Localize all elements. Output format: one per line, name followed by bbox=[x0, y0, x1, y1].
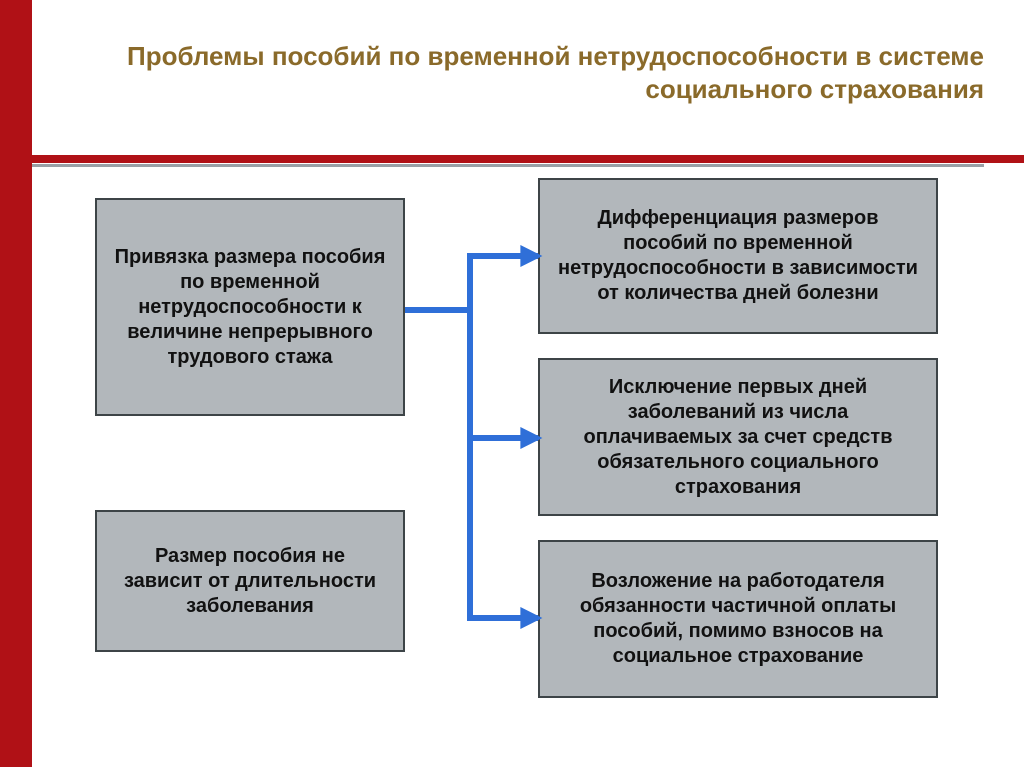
divider-red bbox=[32, 155, 1024, 163]
box-left-2: Размер пособия не зависит от длительност… bbox=[95, 510, 405, 652]
box-right-3: Возложение на работодателя обязанности ч… bbox=[538, 540, 938, 698]
sidebar-accent bbox=[0, 0, 32, 767]
box-right-2: Исключение первых дней заболеваний из чи… bbox=[538, 358, 938, 516]
divider-gray bbox=[32, 164, 984, 167]
box-right-1: Дифференциация размеров пособий по време… bbox=[538, 178, 938, 334]
slide-title: Проблемы пособий по временной нетрудоспо… bbox=[60, 40, 984, 105]
box-left-1: Привязка размера пособия по временной не… bbox=[95, 198, 405, 416]
